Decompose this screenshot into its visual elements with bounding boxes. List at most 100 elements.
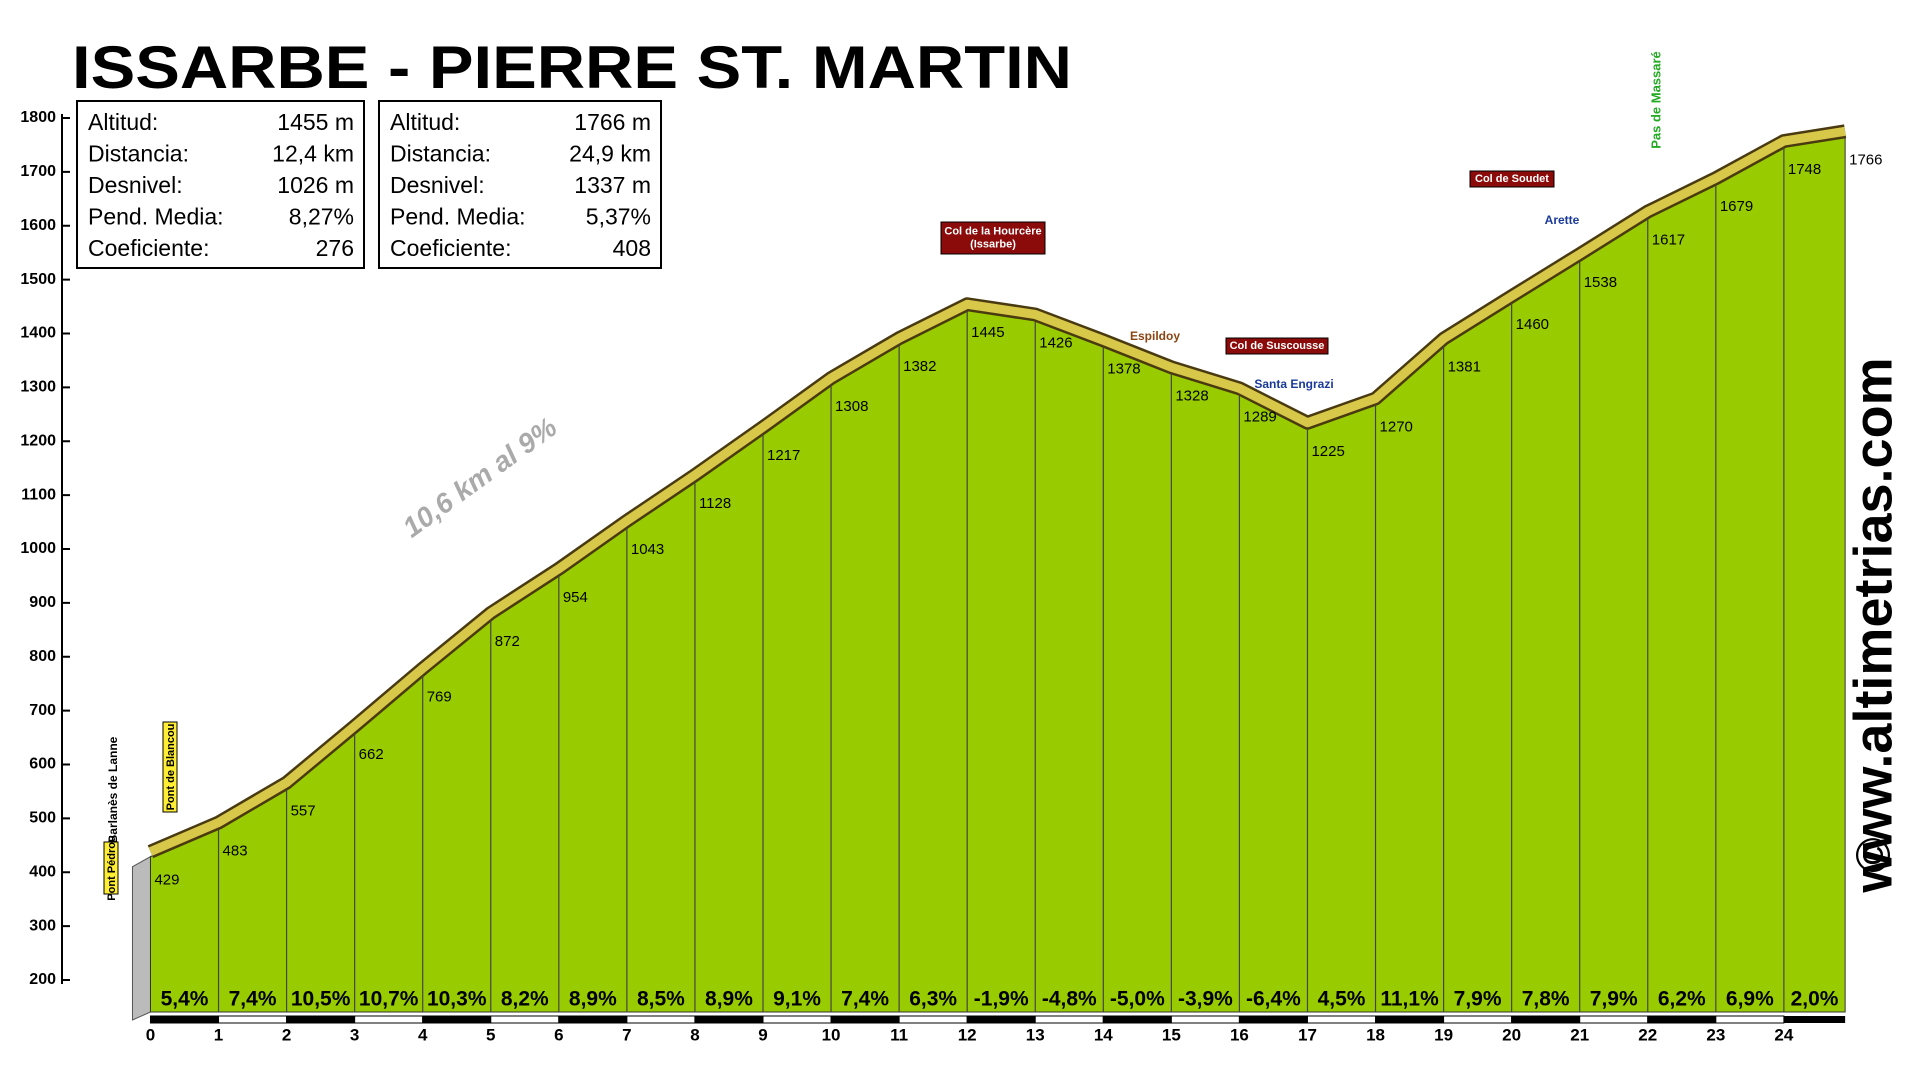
y-tick-label: 1500 (20, 271, 56, 288)
x-axis-segment (490, 1015, 560, 1024)
x-tick-label: 21 (1570, 1025, 1589, 1044)
elevation-label: 1679 (1720, 198, 1753, 215)
gradient-label: 7,9% (1454, 988, 1502, 1011)
x-tick-label: 18 (1366, 1025, 1385, 1044)
elevation-label: 429 (154, 872, 179, 889)
x-axis-segment (762, 1015, 832, 1024)
x-tick-label: 16 (1230, 1025, 1249, 1044)
x-tick-label: 10 (822, 1025, 841, 1044)
stat-value: 1455 m (277, 109, 354, 135)
gradient-label: 5,4% (161, 988, 209, 1011)
gradient-label: 7,4% (229, 988, 277, 1011)
gradient-label: 6,3% (909, 988, 957, 1011)
elevation-label: 1308 (835, 398, 868, 415)
x-tick-label: 4 (418, 1025, 428, 1044)
elevation-label: 1381 (1448, 359, 1481, 376)
stat-label: Coeficiente: (390, 235, 511, 261)
x-axis-segment (149, 1015, 220, 1024)
x-axis-segment (1102, 1015, 1172, 1024)
y-tick-label: 1000 (20, 540, 56, 557)
elevation-label: 1378 (1107, 360, 1140, 377)
stat-label: Desnivel: (390, 172, 485, 198)
stat-value: 12,4 km (272, 141, 354, 167)
x-tick-label: 11 (890, 1025, 908, 1044)
elevation-label: 1766 (1849, 151, 1882, 168)
x-axis-segment (1034, 1015, 1104, 1024)
elevation-label: 1128 (699, 495, 731, 512)
stat-label: Distancia: (390, 141, 491, 167)
x-tick-label: 0 (146, 1025, 155, 1044)
elevation-label: 1043 (631, 541, 664, 558)
gradient-label: 10,3% (427, 988, 487, 1011)
x-axis-segment (286, 1015, 356, 1024)
elevation-label: 954 (563, 589, 588, 606)
elevation-label: 662 (359, 746, 384, 763)
elevation-label: 1426 (1039, 334, 1072, 351)
elevation-label: 1538 (1584, 274, 1617, 291)
x-axis-segment (898, 1015, 968, 1024)
pass-box (1469, 170, 1555, 188)
x-axis-segment (1511, 1015, 1581, 1024)
x-axis-segment (1579, 1015, 1649, 1024)
y-tick-label: 1200 (20, 432, 56, 449)
x-tick-label: 14 (1094, 1025, 1113, 1044)
elevation-label: 1748 (1788, 161, 1821, 178)
place-box (162, 721, 178, 813)
y-tick-label: 800 (29, 648, 56, 665)
stat-value: 1026 m (277, 172, 354, 198)
stat-value: 5,37% (586, 204, 651, 230)
gradient-label: 6,9% (1726, 988, 1774, 1011)
x-axis-segment (558, 1015, 628, 1024)
gradient-label: -4,8% (1042, 988, 1097, 1011)
x-tick-label: 1 (214, 1025, 223, 1044)
x-tick-label: 19 (1434, 1025, 1453, 1044)
pass-label: Col de Suscousse (1230, 340, 1325, 352)
y-tick-label: 1100 (21, 486, 56, 503)
x-axis-segment (354, 1015, 424, 1024)
place-label: Pas de Massaré (1648, 51, 1663, 149)
gradient-label: 10,7% (359, 988, 419, 1011)
x-axis-segment (1375, 1015, 1445, 1024)
x-axis-segment (1647, 1015, 1717, 1024)
gradient-label: 4,5% (1318, 988, 1366, 1011)
climb-label: 10,6 km al 9% (397, 411, 563, 543)
place-label: Santa Engrazi (1254, 377, 1333, 391)
x-tick-label: 17 (1298, 1025, 1317, 1044)
x-tick-label: 9 (758, 1025, 767, 1044)
chart-title: ISSARBE - PIERRE ST. MARTIN (72, 34, 1072, 101)
elevation-label: 872 (495, 633, 520, 650)
elevation-label: 1445 (971, 324, 1004, 341)
x-axis-segment (218, 1015, 288, 1024)
elevation-label: 1460 (1516, 316, 1549, 333)
y-tick-label: 900 (29, 594, 56, 611)
gradient-label: -6,4% (1246, 988, 1301, 1011)
stat-value: 408 (613, 235, 651, 261)
stat-label: Desnivel: (88, 172, 183, 198)
x-axis-segment (626, 1015, 696, 1024)
y-tick-label: 700 (29, 702, 56, 719)
place-label: Espildoy (1130, 329, 1180, 343)
elevation-label: 1217 (767, 447, 800, 464)
stat-value: 8,27% (289, 204, 354, 230)
place-label: Pont de Blancou (165, 724, 177, 811)
x-tick-label: 3 (350, 1025, 359, 1044)
place-label: Barlanès de Lanne (106, 736, 120, 843)
pass-label: (Issarbe) (970, 238, 1016, 250)
stat-label: Pend. Media: (88, 204, 224, 230)
stat-label: Distancia: (88, 141, 189, 167)
x-axis-segment (1238, 1015, 1308, 1024)
y-tick-label: 500 (29, 810, 56, 827)
gradient-label: 6,2% (1658, 988, 1706, 1011)
place-box (103, 841, 119, 895)
x-axis-segment (1170, 1015, 1240, 1024)
elevation-label: 1270 (1380, 419, 1413, 436)
place-label: Arette (1545, 213, 1580, 227)
x-tick-label: 22 (1638, 1025, 1657, 1044)
x-axis-segment (1443, 1015, 1513, 1024)
x-tick-label: 2 (282, 1025, 291, 1044)
website: www.altimetrias.com (1843, 357, 1903, 893)
stats-box (378, 100, 662, 269)
x-axis-segment (422, 1015, 492, 1024)
